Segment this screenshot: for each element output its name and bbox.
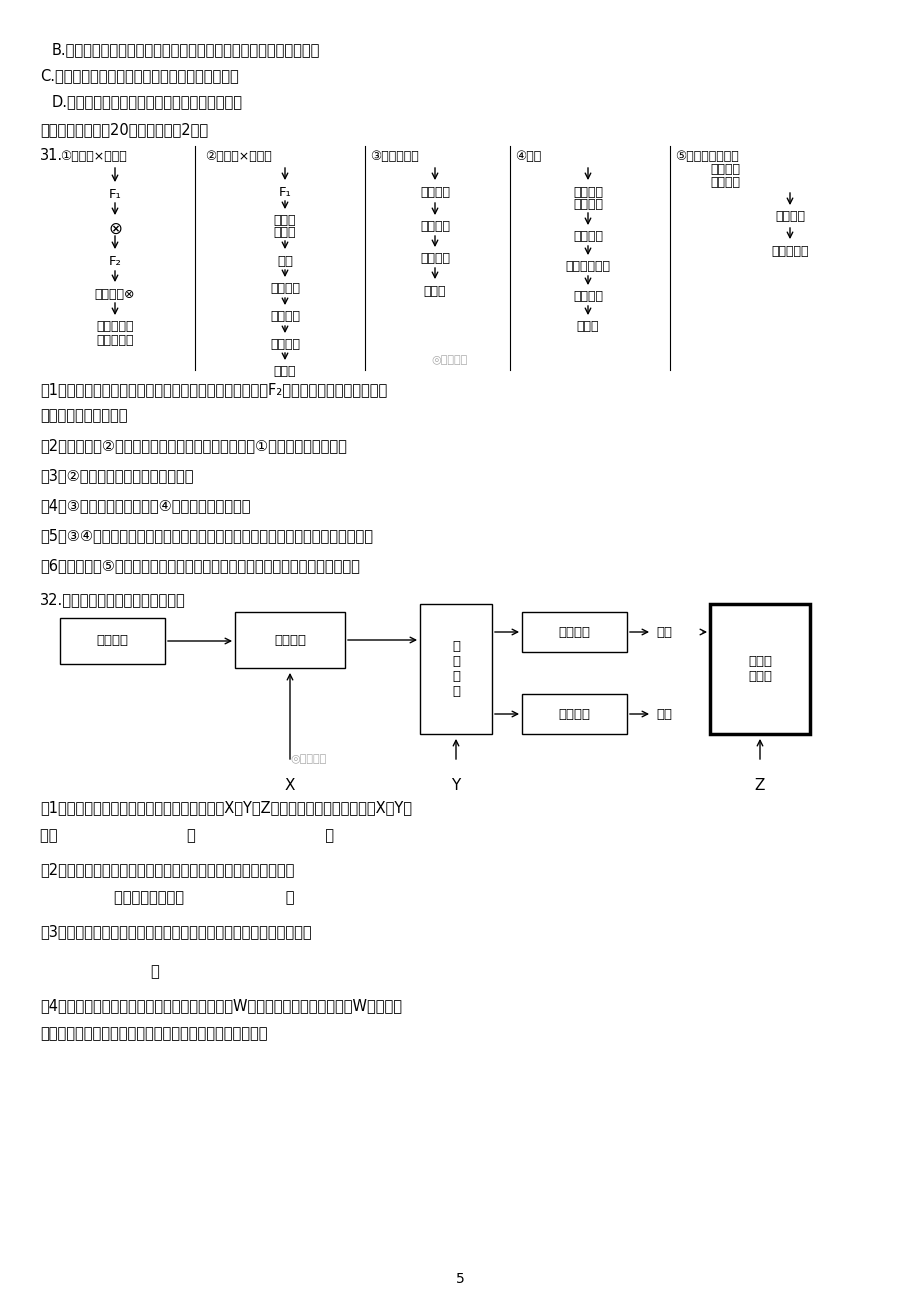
Text: （2）若用方法②培育高产抗病的小麦新品种，与方法①相比其突出优点是。: （2）若用方法②培育高产抗病的小麦新品种，与方法①相比其突出优点是。 [40,437,346,453]
Text: D.生物多样性的直接价值明显大于它的间接价值: D.生物多样性的直接价值明显大于它的间接价值 [52,94,243,109]
Text: 人工选择: 人工选择 [420,253,449,266]
Text: 返地种植: 返地种植 [573,230,602,243]
Text: 5: 5 [455,1272,464,1286]
Text: 性状稳定遗: 性状稳定遗 [96,320,133,333]
Text: （4）③过程的育种方法是，④过程的育种方法是。: （4）③过程的育种方法是，④过程的育种方法是。 [40,497,250,513]
Bar [234,612,345,668]
Text: 蜥蜴原种: 蜥蜴原种 [96,634,129,647]
Text: ◎正确教育: ◎正确教育 [431,355,468,365]
Text: 新生物个体: 新生物个体 [770,245,808,258]
Text: 有利性状: 有利性状 [558,625,590,638]
Text: 31.: 31. [40,148,63,163]
Text: Z: Z [754,779,765,793]
Text: 淘汰: 淘汰 [655,707,671,720]
Text: 别是                            、                            。: 别是 、 。 [40,828,334,842]
Text: 自
然
环
境: 自 然 环 境 [451,641,460,698]
Text: 保存: 保存 [655,625,671,638]
Text: 32.回答下列有关生物进化的问题。: 32.回答下列有关生物进化的问题。 [40,592,186,607]
Text: X: X [285,779,295,793]
Text: （3）②中幼苗的获得利用了细胞的。: （3）②中幼苗的获得利用了细胞的。 [40,467,193,483]
Text: 体培养: 体培养 [274,227,296,240]
Text: 卫星搭载: 卫星搭载 [573,186,602,199]
Text: （1）属于杂交育种的是（填序号），依据的原理。若要从F₂中选出符合生产要求的新品: （1）属于杂交育种的是（填序号），依据的原理。若要从F₂中选出符合生产要求的新品 [40,381,387,397]
Text: （4）小岛上蜥蜴原种的脚趾逐渐出现两种性状，W代表蜥蜴脚趾的分趾基因；W代表联趾: （4）小岛上蜥蜴原种的脚趾逐渐出现两种性状，W代表蜥蜴脚趾的分趾基因；W代表联趾 [40,999,402,1013]
Text: （趾间有蹼）基因。如图表示这两种性状比例变化的过程。: （趾间有蹼）基因。如图表示这两种性状比例变化的过程。 [40,1026,267,1042]
Text: 太空旅行: 太空旅行 [573,198,602,211]
Text: 人工选择: 人工选择 [573,290,602,303]
Text: ②甲品种×乙品种: ②甲品种×乙品种 [205,150,271,163]
Bar [709,604,809,734]
Text: ③正常的幼苗: ③正常的幼苗 [369,150,418,163]
Text: 不利性状: 不利性状 [558,707,590,720]
Bar [521,694,627,734]
Text: 人工选择⊗: 人工选择⊗ [95,288,135,301]
Text: 传的新品种: 传的新品种 [96,335,133,348]
Text: 蜥蜴新
种产生: 蜥蜴新 种产生 [747,655,771,684]
Text: 新品种: 新品种 [424,285,446,298]
Text: ，这是生物进化的                      。: ，这是生物进化的 。 [40,891,294,905]
Text: 若干植株: 若干植株 [420,220,449,233]
Text: 幼苗: 幼苗 [277,255,292,268]
Text: 新品种: 新品种 [576,320,598,333]
Text: 不同性状: 不同性状 [274,634,306,647]
Text: F₁: F₁ [278,186,291,199]
Text: Y: Y [451,779,460,793]
Text: 秋水仙素: 秋水仙素 [269,283,300,296]
Text: 通过基因: 通过基因 [709,163,739,176]
Bar [60,618,165,664]
Text: 花药离: 花药离 [274,214,296,227]
Text: ①甲品种×乙品种: ①甲品种×乙品种 [60,150,127,163]
Text: （1）如图表示某小岛上蜥蜴进化的基本过程，X、Y、Z表示生物进化的基本环节，X、Y分: （1）如图表示某小岛上蜥蜴进化的基本过程，X、Y、Z表示生物进化的基本环节，X、… [40,799,412,815]
Text: 二、非选择题（共20小题，每小题2分）: 二、非选择题（共20小题，每小题2分） [40,122,208,137]
Text: ④种子: ④种子 [515,150,540,163]
Text: 若干植株: 若干植株 [269,310,300,323]
Text: （2）该小岛上的蜥蜴原种由许多个体组成，这些个体的总和称为: （2）该小岛上的蜥蜴原种由许多个体组成，这些个体的总和称为 [40,862,294,878]
Bar [420,604,492,734]
Text: 。: 。 [40,963,160,979]
Text: F₂: F₂ [108,255,121,268]
Text: （5）③④中使用秋水仙素的作用机理是，若无秋水仙素，也可用诱导染色体加倍。: （5）③④中使用秋水仙素的作用机理是，若无秋水仙素，也可用诱导染色体加倍。 [40,529,372,543]
Text: 多种变异植株: 多种变异植株 [565,260,610,273]
Text: （3）小岛上能进行生殖的所有蜥蜴个体含有的全部基因，称为蜥蜴的: （3）小岛上能进行生殖的所有蜥蜴个体含有的全部基因，称为蜥蜴的 [40,924,312,939]
Text: 秋水仙素: 秋水仙素 [420,186,449,199]
Bar [521,612,627,652]
Text: F₁: F₁ [108,187,121,201]
Text: ◎正确教育: ◎正确教育 [289,754,326,764]
Text: 种，最简便的方法是。: 种，最简便的方法是。 [40,408,128,423]
Text: 新品种: 新品种 [274,365,296,378]
Text: C.为保护生物多样性就要禁止开发和利用现有资源: C.为保护生物多样性就要禁止开发和利用现有资源 [40,68,239,83]
Text: ⊗: ⊗ [108,220,122,238]
Text: （6）若用方法⑤培育抗虫棉所用的限制酶作用的部位是两个脱氧核苷酸之间的。: （6）若用方法⑤培育抗虫棉所用的限制酶作用的部位是两个脱氧核苷酸之间的。 [40,559,359,573]
Text: B.建立自然保护区保护大熊猫的目的是保护遗传多样性和物种多样性: B.建立自然保护区保护大熊猫的目的是保护遗传多样性和物种多样性 [52,42,320,57]
Text: ⑤甲种生物某基因: ⑤甲种生物某基因 [675,150,738,163]
Text: 人工选择: 人工选择 [269,339,300,352]
Text: 载体插入: 载体插入 [709,176,739,189]
Text: 乙种生物: 乙种生物 [774,210,804,223]
